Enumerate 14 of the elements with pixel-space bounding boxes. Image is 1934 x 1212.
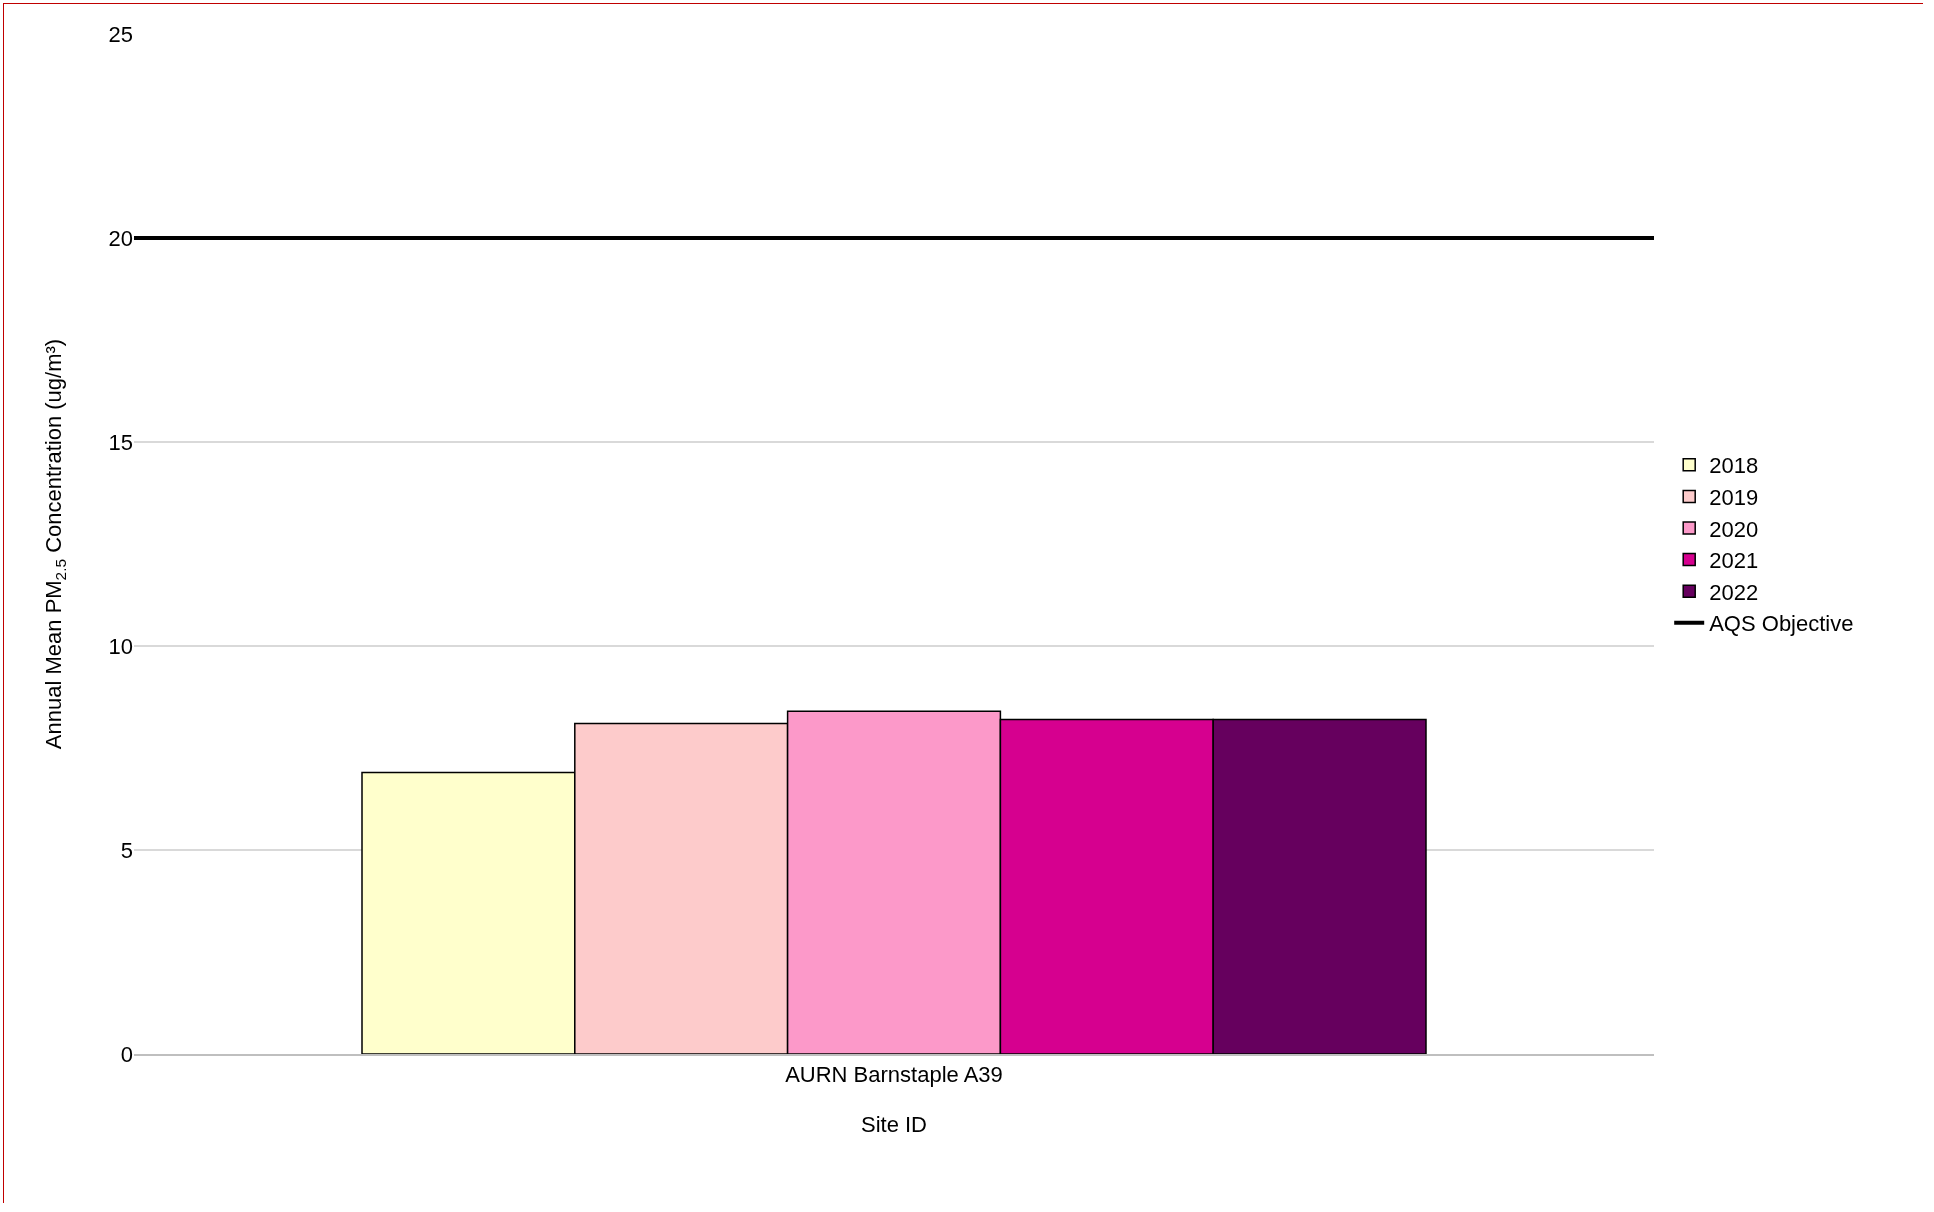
legend-label: AQS Objective bbox=[1709, 611, 1854, 637]
legend-label: 2019 bbox=[1709, 484, 1759, 510]
y-tick-label: 20 bbox=[108, 225, 133, 251]
x-tick-label: AURN Barnstaple A39 bbox=[785, 1062, 1003, 1088]
legend-label: 2022 bbox=[1709, 579, 1759, 605]
y-tick-label: 10 bbox=[108, 633, 133, 659]
x-axis-title: Site ID bbox=[860, 1111, 928, 1137]
y-tick-label: 25 bbox=[108, 21, 133, 47]
y-tick-label: 5 bbox=[120, 837, 133, 863]
legend-label: 2018 bbox=[1709, 453, 1759, 479]
legend-label: 2020 bbox=[1709, 516, 1759, 542]
legend-label: 2021 bbox=[1709, 548, 1759, 574]
y-tick-label: 0 bbox=[120, 1041, 133, 1067]
y-tick-label: 15 bbox=[108, 429, 133, 455]
